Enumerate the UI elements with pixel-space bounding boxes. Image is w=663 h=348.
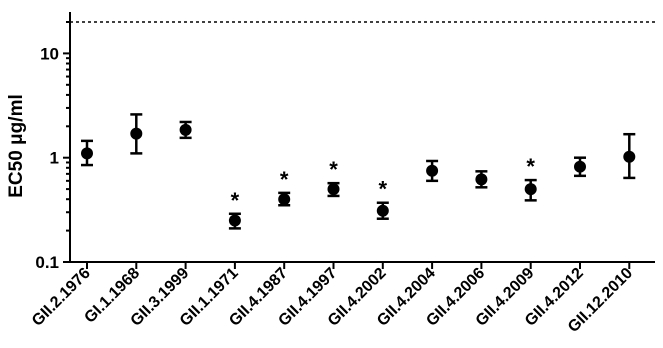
significance-marker: * [379, 177, 388, 202]
data-point [574, 160, 586, 173]
y-tick-label: 0.1 [35, 253, 59, 272]
y-tick-label: 1 [50, 149, 59, 168]
data-point [426, 164, 439, 177]
y-tick-label: 10 [40, 44, 59, 63]
data-point [623, 150, 636, 163]
data-point [376, 204, 389, 217]
x-tick-label: GII.2.1976 [29, 265, 94, 330]
plot-area: 0.1110GII.2.1976GI.1.1968GII.3.1999GII.1… [29, 12, 655, 336]
y-axis-label: EC50 μg/ml [6, 94, 27, 198]
data-point [228, 214, 241, 227]
significance-marker: * [329, 157, 338, 182]
data-point [130, 127, 143, 140]
significance-marker: * [280, 167, 289, 192]
data-point [179, 123, 192, 136]
significance-marker: * [526, 154, 535, 179]
data-point [475, 173, 488, 186]
data-point [327, 183, 340, 196]
significance-marker: * [231, 188, 240, 213]
data-point [524, 183, 537, 196]
data-point [278, 193, 291, 206]
data-point [81, 147, 93, 160]
